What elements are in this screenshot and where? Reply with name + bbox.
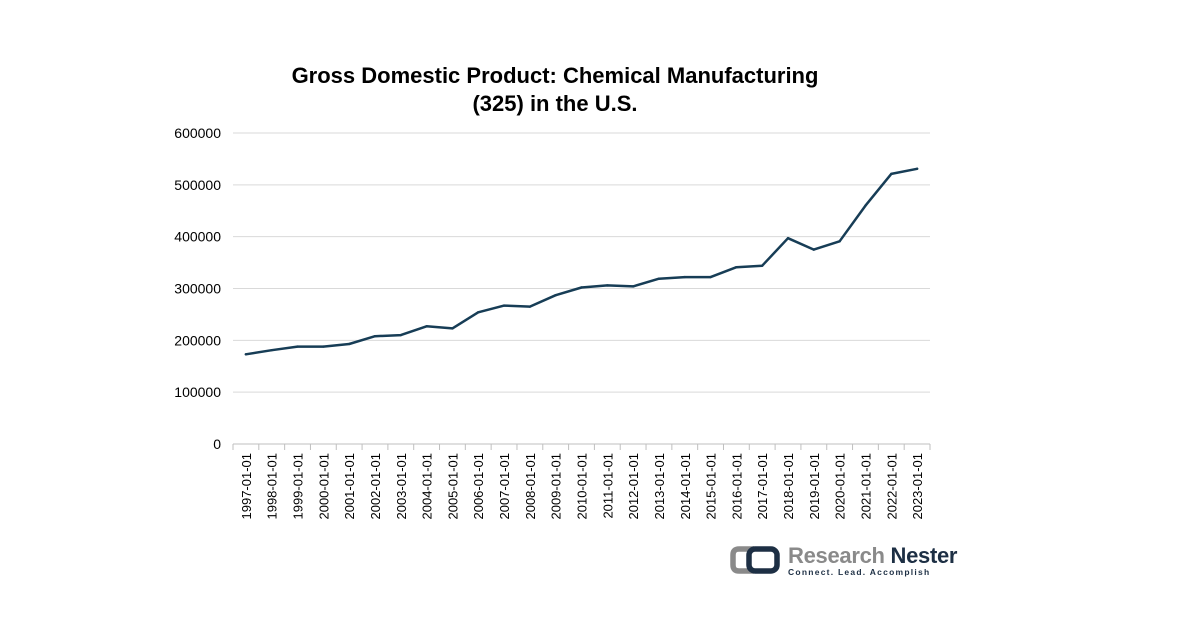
data-point (296, 345, 299, 348)
data-point (322, 345, 325, 348)
y-tick-label: 300000 (174, 281, 221, 297)
data-point (347, 342, 351, 346)
x-tick-label: 2007-01-01 (497, 453, 512, 520)
x-tick-label: 2011-01-01 (600, 453, 615, 519)
data-point (838, 240, 841, 243)
y-axis-tick-labels: 0 100000 200000 300000 400000 500000 600000 (174, 125, 221, 452)
data-point (451, 327, 454, 330)
series-layer (244, 167, 919, 356)
x-tick-label: 2012-01-01 (626, 453, 641, 520)
x-axis (232, 443, 931, 450)
data-point (864, 204, 867, 207)
y-tick-label: 400000 (174, 229, 221, 245)
data-point (270, 348, 273, 352)
y-tick-label: 0 (213, 436, 221, 452)
data-point (554, 294, 557, 297)
data-point (683, 275, 686, 279)
x-tick-label: 2013-01-01 (652, 453, 667, 520)
data-point (709, 275, 712, 279)
x-axis-tick-labels: 1997-01-01 1998-01-01 1999-01-01 2000-01-01… (239, 453, 925, 520)
data-point (786, 237, 790, 240)
x-tick-label: 2023-01-01 (910, 453, 925, 520)
x-tick-label: 2003-01-01 (394, 453, 409, 520)
data-point (631, 285, 635, 288)
chart-title-line-2: (325) in the U.S. (472, 91, 638, 116)
data-point (735, 266, 738, 269)
data-point (528, 305, 532, 308)
x-tick-label: 2018-01-01 (781, 453, 796, 520)
data-point (606, 284, 609, 287)
logo-word-research: Research (788, 543, 885, 568)
chart-title-line-1: Gross Domestic Product: Chemical Manufac… (291, 63, 819, 88)
data-point (657, 277, 661, 280)
data-point (399, 333, 402, 337)
x-tick-label: 2015-01-01 (704, 453, 719, 520)
data-point (502, 304, 506, 307)
x-tick-label: 2009-01-01 (549, 453, 564, 520)
y-tick-label: 100000 (174, 384, 221, 400)
x-tick-label: 2005-01-01 (445, 453, 460, 520)
y-tick-label: 500000 (174, 177, 221, 193)
research-nester-logo-mark-icon (730, 546, 780, 574)
x-tick-label: 2021-01-01 (858, 453, 873, 520)
x-tick-label: 2008-01-01 (523, 453, 538, 520)
x-tick-label: 2020-01-01 (833, 453, 848, 520)
y-tick-label: 600000 (174, 125, 221, 141)
data-point (425, 325, 428, 328)
data-point (373, 334, 377, 338)
x-tick-label: 2002-01-01 (368, 453, 383, 520)
series-line (244, 167, 919, 356)
chart-title: Gross Domestic Product: Chemical Manufac… (232, 62, 878, 118)
x-tick-label: 2004-01-01 (420, 453, 435, 520)
data-point (580, 286, 583, 289)
x-tick-label: 2006-01-01 (471, 453, 486, 520)
data-point (812, 248, 816, 251)
x-tick-label: 2019-01-01 (807, 453, 822, 520)
x-tick-label: 2022-01-01 (884, 453, 899, 520)
gridlines (233, 132, 930, 393)
data-point (477, 311, 480, 314)
x-tick-label: 1997-01-01 (239, 453, 254, 520)
logo-tagline: Connect. Lead. Accomplish (788, 567, 931, 577)
logo-wordmark: Research Nester (788, 544, 957, 568)
x-tick-label: 1999-01-01 (291, 453, 306, 520)
research-nester-logo: Research Nester Connect. Lead. Accomplis… (730, 544, 957, 578)
data-point (244, 353, 248, 356)
x-tick-label: 2010-01-01 (575, 453, 590, 520)
data-point (890, 172, 893, 176)
x-tick-label: 2014-01-01 (678, 453, 693, 520)
data-point (915, 167, 919, 170)
x-tick-label: 2016-01-01 (729, 453, 744, 520)
x-tick-label: 2000-01-01 (316, 453, 331, 520)
x-tick-label: 2001-01-01 (342, 453, 357, 520)
x-tick-label: 2017-01-01 (755, 453, 770, 520)
logo-word-nester: Nester (890, 543, 958, 568)
x-tick-label: 1998-01-01 (265, 453, 280, 520)
data-point (761, 264, 764, 267)
y-tick-label: 200000 (174, 332, 221, 348)
